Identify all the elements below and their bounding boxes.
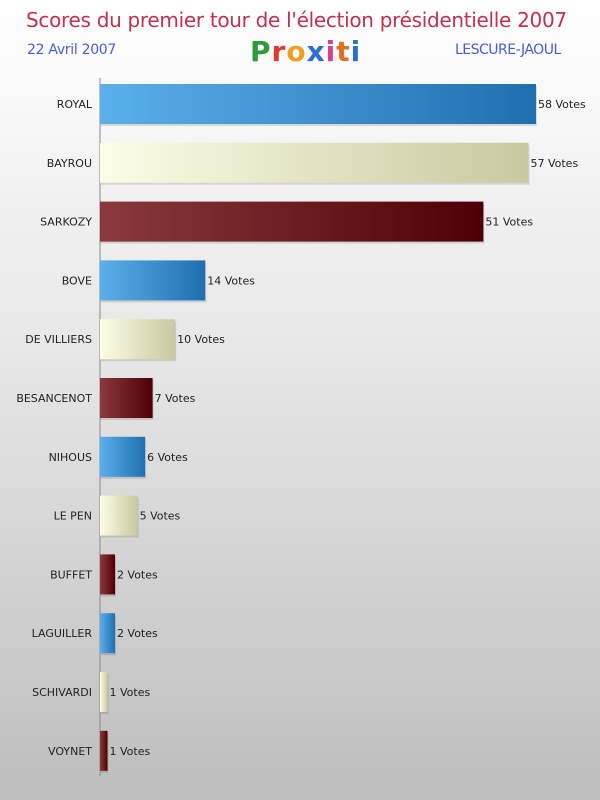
value-label: 7 Votes: [155, 392, 196, 405]
logo-letter: t: [336, 35, 351, 68]
bar-laguiller: [100, 613, 116, 654]
bar-bayrou: [100, 142, 529, 183]
logo-letter: o: [286, 35, 307, 68]
value-label: 6 Votes: [147, 451, 188, 464]
bar-buffet: [100, 554, 116, 595]
category-label: BUFFET: [50, 568, 92, 581]
value-label: 58 Votes: [538, 98, 586, 111]
logo-letter: i: [350, 35, 362, 68]
proxiti-logo: Proxiti: [250, 35, 361, 68]
bar-nihous: [100, 436, 146, 477]
commune-name: LESCURE-JAOUL: [455, 42, 561, 58]
value-label: 1 Votes: [110, 686, 151, 699]
bar-de-villiers: [100, 319, 176, 360]
bar-besancenot: [100, 378, 153, 418]
value-label: 1 Votes: [110, 745, 151, 758]
category-label: ROYAL: [57, 98, 93, 111]
bar-royal: [100, 84, 536, 124]
category-label: VOYNET: [48, 745, 92, 758]
category-label: LAGUILLER: [32, 627, 93, 640]
bar-voynet: [100, 730, 108, 771]
category-label: NIHOUS: [49, 451, 92, 464]
logo-letter: i: [325, 35, 337, 68]
value-label: 2 Votes: [117, 568, 158, 581]
logo-letter: P: [250, 35, 272, 68]
chart-title: Scores du premier tour de l'élection pré…: [26, 8, 567, 32]
category-label: LE PEN: [54, 510, 92, 523]
bar-sarkozy: [100, 201, 484, 242]
category-label: SARKOZY: [40, 216, 92, 229]
value-label: 5 Votes: [140, 510, 181, 523]
bar-bove: [100, 260, 206, 301]
bar-le-pen: [100, 495, 138, 536]
category-label: BOVE: [62, 274, 92, 287]
election-date: 22 Avril 2007: [27, 42, 117, 58]
category-label: BESANCENOT: [16, 392, 92, 405]
value-label: 51 Votes: [485, 216, 533, 229]
category-label: BAYROU: [47, 157, 92, 170]
category-label: DE VILLIERS: [25, 333, 92, 346]
value-label: 10 Votes: [177, 333, 225, 346]
logo-letter: r: [271, 35, 287, 68]
logo-letter: x: [306, 35, 326, 68]
value-label: 14 Votes: [207, 274, 255, 287]
value-label: 2 Votes: [117, 627, 158, 640]
category-label: SCHIVARDI: [32, 686, 92, 699]
bar-schivardi: [100, 672, 108, 712]
value-label: 57 Votes: [530, 157, 578, 170]
